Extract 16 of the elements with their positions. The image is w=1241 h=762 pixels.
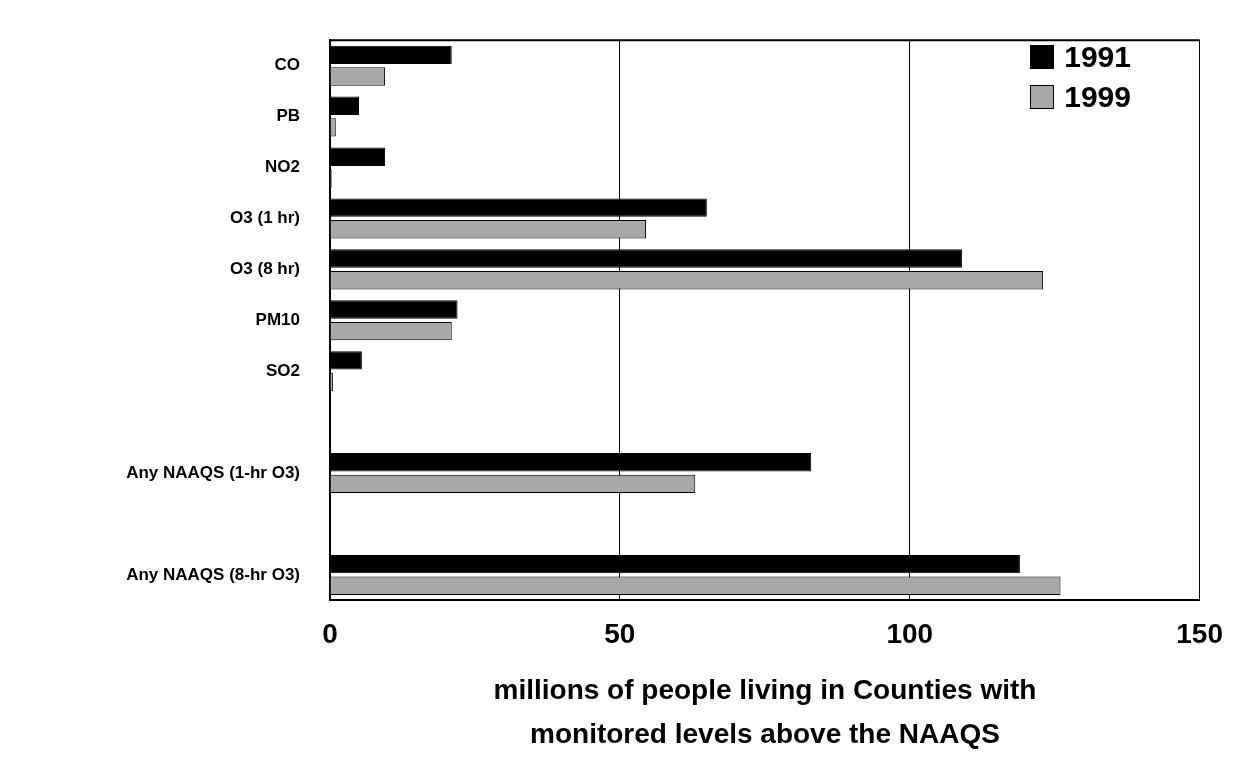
x-axis-title: millions of people living in Counties with monitored levels above the NAAQS — [492, 673, 1038, 751]
y-tick-label: O3 (8 hr) — [230, 259, 300, 279]
x-tick-label: 0 — [322, 617, 338, 649]
y-tick-label: SO2 — [265, 360, 300, 380]
x-tick-label: 150 — [1176, 617, 1223, 649]
y-tick-label: CO — [274, 55, 300, 75]
y-tick-label: Any NAAQS (8-hr O3) — [126, 564, 300, 584]
y-tick-label: PB — [276, 106, 300, 126]
legend-label: 1999 — [1064, 80, 1131, 114]
x-tick-label: 100 — [886, 617, 934, 649]
y-tick-label: PM10 — [255, 309, 300, 329]
legend-label: 1991 — [1064, 40, 1131, 74]
y-tick-label: NO2 — [265, 157, 300, 177]
x-tick-label: 50 — [604, 617, 636, 649]
y-tick-label: O3 (1 hr) — [230, 208, 300, 228]
y-tick-label: Any NAAQS (1-hr O3) — [126, 462, 300, 482]
